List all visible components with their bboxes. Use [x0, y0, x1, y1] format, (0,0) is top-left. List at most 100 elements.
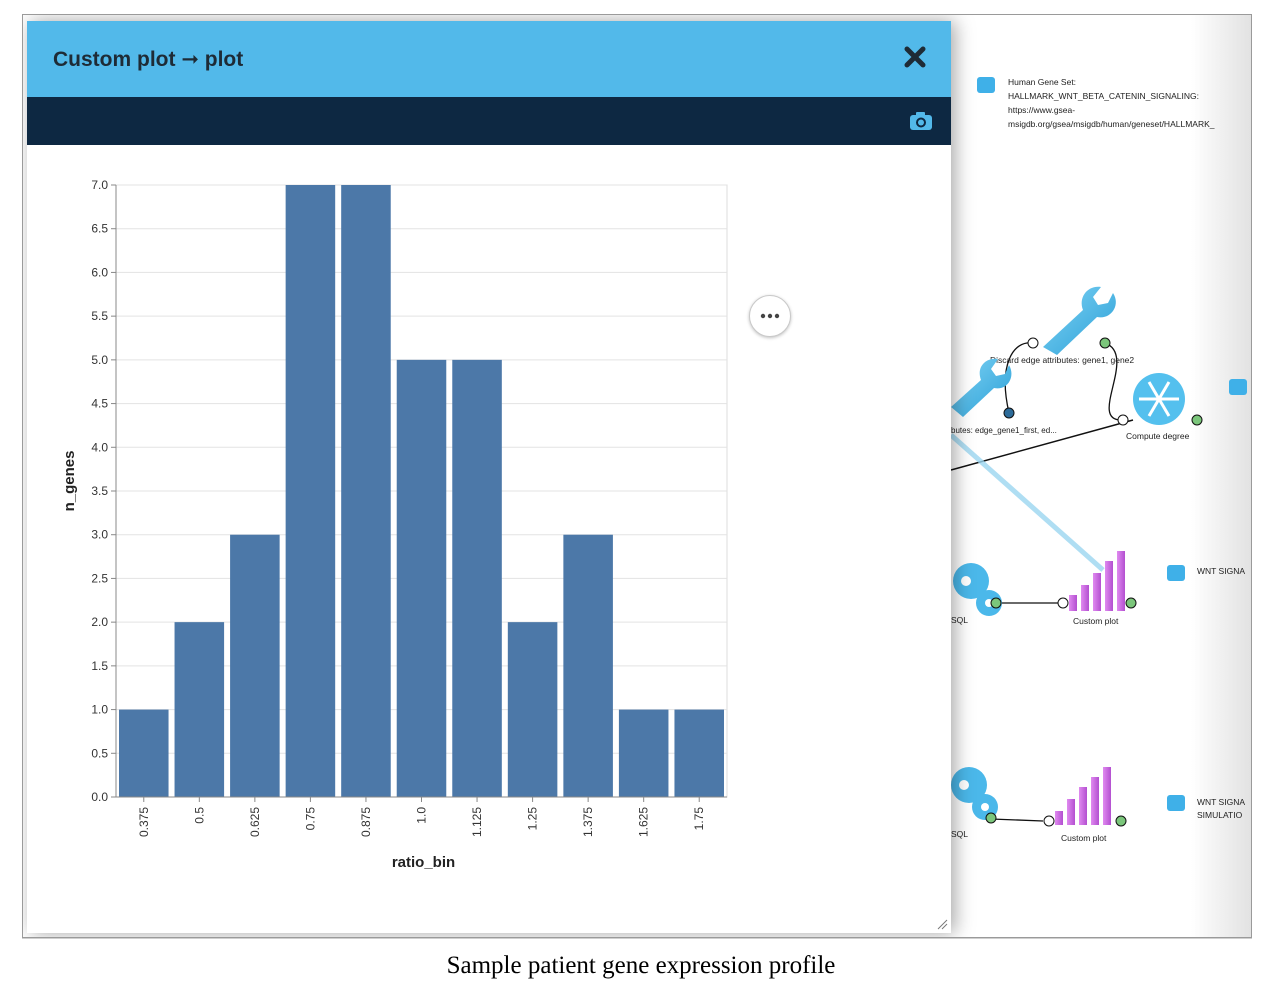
output-port[interactable]	[985, 812, 997, 824]
bar	[563, 534, 613, 797]
bar	[341, 185, 391, 797]
x-tick-label: 0.875	[359, 807, 373, 837]
sql-node[interactable]: SQL	[951, 563, 1002, 625]
gene-set-text: Human Gene Set: HALLMARK_WNT_BETA_CATENI…	[1008, 77, 1215, 129]
y-tick-label: 7.0	[91, 178, 108, 192]
close-button[interactable]	[901, 43, 929, 71]
node-label: WNT SIGNA SIMULATIO	[1197, 797, 1247, 820]
y-tick-label: 1.5	[91, 659, 108, 673]
node-label: WNT SIGNA	[1197, 566, 1245, 576]
gene-set-node[interactable]: Human Gene Set: HALLMARK_WNT_BETA_CATENI…	[977, 77, 1215, 129]
screenshot-frame: Human Gene Set: HALLMARK_WNT_BETA_CATENI…	[22, 14, 1252, 938]
y-tick-label: 3.0	[91, 528, 108, 542]
x-tick-label: 1.375	[581, 807, 595, 837]
compute-degree-node[interactable]: Compute degree	[1117, 373, 1203, 441]
wrench-icon	[1043, 286, 1116, 355]
figure-caption: Sample patient gene expression profile	[446, 952, 836, 979]
y-tick-label: 3.5	[91, 484, 108, 498]
bar	[507, 622, 558, 797]
bar	[174, 622, 225, 797]
wrench-icon	[951, 358, 1012, 417]
bar-chart-icon	[1055, 767, 1111, 825]
bar	[674, 709, 724, 797]
camera-icon	[910, 112, 932, 130]
close-icon	[904, 46, 926, 68]
bar-chart-icon	[1069, 551, 1125, 611]
y-tick-label: 0.0	[91, 790, 108, 804]
x-tick-label: 1.625	[637, 807, 651, 837]
node-label: Discard edge attributes: gene1, gene2	[990, 355, 1134, 365]
node-label: Custom plot	[1061, 833, 1107, 843]
filter-edge-attributes-node[interactable]: butes: edge_gene1_first, ed...	[951, 358, 1057, 435]
bar	[452, 359, 502, 797]
resize-handle-icon[interactable]	[936, 918, 948, 930]
input-port[interactable]	[1057, 597, 1069, 609]
chart-area: 0.0 0.5 1.0 1.5 2.0 2.5 3.0 3.5 4.0 4.5 5.0 5.5 6.0 6…	[27, 145, 951, 933]
popup-toolbar	[27, 97, 951, 145]
gears-icon	[953, 563, 1002, 616]
x-tick-label: 1.0	[415, 807, 429, 824]
y-tick-label: 0.5	[91, 746, 108, 760]
input-port[interactable]	[1027, 337, 1039, 349]
output-port[interactable]	[1099, 337, 1111, 349]
node-label: Custom plot	[1073, 616, 1119, 626]
workflow-canvas: Human Gene Set: HALLMARK_WNT_BETA_CATENI…	[949, 15, 1251, 937]
x-axis-title: ratio_bin	[392, 854, 455, 871]
connection-line	[1104, 342, 1122, 421]
wnt-simulation-output-node[interactable]: WNT SIGNA SIMULATIO	[1167, 795, 1247, 820]
y-tick-label: 6.5	[91, 222, 108, 236]
x-tick-label: 1.25	[526, 807, 540, 831]
output-port[interactable]	[1125, 597, 1137, 609]
more-horizontal-icon	[760, 313, 780, 319]
bars	[119, 185, 724, 797]
input-port[interactable]	[1117, 414, 1129, 426]
y-tick-label: 5.5	[91, 309, 108, 323]
custom-plot-node[interactable]: Custom plot	[1043, 767, 1127, 843]
bar	[396, 359, 447, 797]
x-tick-label: 1.125	[470, 807, 484, 837]
bar-chart: 0.0 0.5 1.0 1.5 2.0 2.5 3.0 3.5 4.0 4.5 5.0 5.5 6.0 6…	[61, 178, 728, 871]
y-tick-label: 4.5	[91, 397, 108, 411]
x-tick-label: 0.5	[192, 807, 206, 824]
y-axis-title: n_genes	[61, 451, 78, 512]
bar	[230, 534, 280, 797]
chart-actions-menu-button[interactable]	[749, 295, 791, 337]
input-port[interactable]	[1043, 815, 1055, 827]
node-label: butes: edge_gene1_first, ed...	[951, 426, 1057, 435]
x-tick-label: 0.375	[137, 807, 151, 837]
screenshot-button[interactable]	[909, 110, 933, 132]
table-icon	[1167, 795, 1185, 811]
y-tick-label: 5.0	[91, 353, 108, 367]
bar	[285, 185, 336, 797]
snowflake-icon	[1133, 373, 1185, 425]
workspace-shading	[951, 15, 1251, 937]
sql-node[interactable]: SQL	[951, 767, 998, 839]
node-label: SQL	[951, 829, 968, 839]
node-label: SQL	[951, 615, 968, 625]
table-icon	[977, 77, 995, 93]
discard-edge-attributes-node[interactable]: Discard edge attributes: gene1, gene2	[990, 286, 1134, 365]
wnt-output-node[interactable]: WNT SIGNA	[1167, 565, 1245, 581]
table-icon[interactable]	[1229, 379, 1247, 395]
x-tick-label: 0.75	[303, 807, 317, 831]
y-tick-label: 4.0	[91, 440, 108, 454]
node-label: Compute degree	[1126, 431, 1190, 441]
bar	[119, 709, 169, 797]
x-tick-label: 1.75	[692, 807, 706, 831]
custom-plot-node[interactable]: Custom plot	[1057, 551, 1137, 626]
connection-line	[1004, 342, 1034, 414]
output-port[interactable]	[1191, 414, 1203, 426]
y-tick-label: 1.0	[91, 703, 108, 717]
bar	[618, 709, 669, 797]
x-tick-label: 0.625	[248, 807, 262, 837]
highlight-connection	[949, 433, 1105, 572]
popup-title: Custom plot ➞ plot	[53, 48, 244, 71]
output-port[interactable]	[1003, 407, 1015, 419]
table-icon	[1167, 565, 1185, 581]
output-port[interactable]	[990, 597, 1002, 609]
plot-popup: Custom plot ➞ plot	[27, 21, 951, 933]
axes: 0.0 0.5 1.0 1.5 2.0 2.5 3.0 3.5 4.0 4.5 5.0 5.5 6.0 6…	[91, 178, 727, 837]
y-tick-label: 2.5	[91, 571, 108, 585]
connection-line	[990, 818, 1044, 822]
output-port[interactable]	[1115, 815, 1127, 827]
